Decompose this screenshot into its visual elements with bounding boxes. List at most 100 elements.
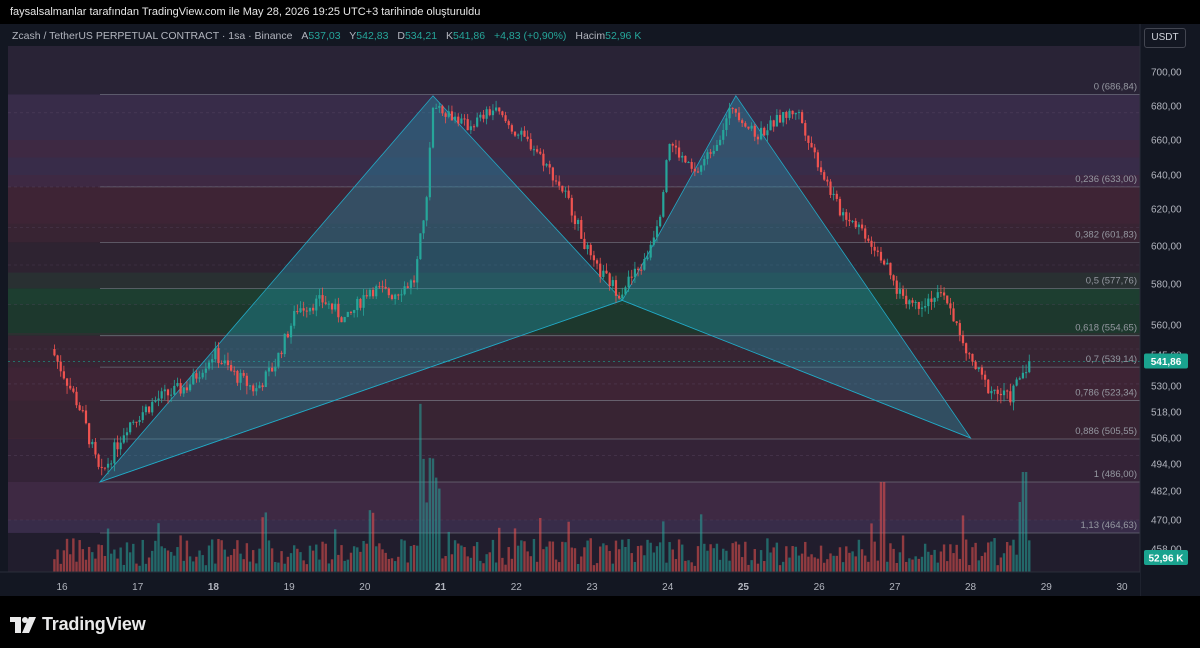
- candle-body: [1002, 390, 1006, 396]
- candle-body: [842, 212, 845, 216]
- snapshot-note: faysalsalmanlar tarafından TradingView.c…: [10, 6, 481, 18]
- candle-body: [472, 126, 476, 128]
- volume-bar: [740, 557, 744, 572]
- candle-body: [898, 289, 902, 294]
- candle-body: [91, 441, 94, 445]
- volume-bar: [889, 543, 892, 572]
- candle-body: [589, 244, 592, 256]
- volume-bar: [453, 540, 457, 572]
- candle-body: [494, 107, 498, 111]
- volume-bar: [715, 543, 719, 572]
- fib-band-1: [8, 186, 1140, 243]
- volume-bar: [781, 561, 785, 572]
- time-tick-7: 23: [586, 582, 598, 593]
- open-label: A: [301, 30, 309, 42]
- fib-label-2: 0,382 (601,83): [1075, 230, 1137, 241]
- price-axis[interactable]: 700,00 680,00 660,00 640,00 620,00 600,00 580,…: [1139, 24, 1200, 596]
- candle-body: [132, 421, 135, 423]
- candle-body: [151, 401, 154, 413]
- candle-body: [993, 389, 996, 391]
- candle-body: [845, 212, 848, 220]
- volume-bar: [441, 558, 444, 572]
- time-axis[interactable]: 16 17 18 19 20 21 22 23 24 25 26 27 28 29 30: [0, 571, 1140, 596]
- candle-body: [450, 111, 454, 121]
- candle-body: [1015, 379, 1018, 386]
- volume-bar: [356, 547, 359, 572]
- time-tick-13: 29: [1041, 582, 1053, 593]
- volume-bar: [990, 541, 993, 572]
- volume-bar: [658, 542, 662, 572]
- candle-body: [280, 352, 283, 355]
- volume-bar: [892, 548, 895, 572]
- candle-body: [958, 323, 961, 336]
- volume-bar: [542, 549, 545, 572]
- candle-body: [700, 165, 703, 172]
- volume-bar: [520, 540, 523, 572]
- price-tick-13: 482,00: [1151, 487, 1182, 498]
- chart-frame[interactable]: 0 (686,84) 0,236 (633,00) 0,382 (601,83) 0,…: [0, 24, 1200, 596]
- volume-bar: [539, 517, 542, 572]
- candle-body: [498, 107, 501, 112]
- candle-body: [113, 442, 116, 464]
- candle-body: [662, 192, 665, 217]
- tradingview-logo[interactable]: TradingView: [10, 614, 146, 635]
- volume-bar: [352, 546, 356, 572]
- symbol-title[interactable]: Zcash / TetherUS PERPETUAL CONTRACT · 1s…: [12, 30, 293, 42]
- volume-bar: [425, 502, 428, 572]
- candle-body: [305, 310, 308, 312]
- candle-body: [816, 152, 819, 168]
- volume-bar: [930, 554, 933, 572]
- volume-bar: [873, 541, 876, 572]
- volume-bar: [475, 542, 479, 572]
- volume-bar: [321, 541, 324, 572]
- candle-body: [271, 367, 274, 372]
- time-tick-3: 19: [284, 582, 296, 593]
- currency-button[interactable]: USDT: [1144, 28, 1186, 48]
- volume-bar: [368, 510, 372, 572]
- volume-bar: [731, 543, 734, 572]
- volume-bar: [952, 553, 955, 572]
- candle-body: [968, 353, 971, 355]
- volume-bar: [188, 556, 192, 572]
- footer: TradingView: [0, 596, 1200, 648]
- volume-bar: [349, 552, 353, 572]
- volume-bar: [845, 546, 848, 572]
- candle-body: [722, 129, 725, 140]
- candle-body: [188, 384, 192, 391]
- volume-bar: [545, 546, 548, 572]
- volume-bar: [195, 556, 198, 572]
- candle-body: [681, 155, 684, 158]
- volume-bar: [1005, 542, 1009, 572]
- volume-bar: [340, 545, 343, 572]
- candle-body: [510, 125, 513, 132]
- high-label: Y: [349, 30, 357, 42]
- candle-body: [324, 302, 327, 304]
- harmonic-pattern[interactable]: [98, 95, 972, 483]
- candle-body: [876, 250, 879, 252]
- chart-canvas[interactable]: 0 (686,84) 0,236 (633,00) 0,382 (601,83) 0,…: [0, 24, 1200, 596]
- time-tick-4: 20: [359, 582, 371, 593]
- volume-bar: [110, 553, 113, 572]
- volume-bar: [605, 545, 608, 572]
- volume-bar: [305, 564, 309, 572]
- price-tick-9: 530,00: [1151, 382, 1182, 393]
- price-tick-5: 600,00: [1151, 242, 1182, 253]
- volume-bar: [551, 541, 555, 572]
- low-label: D: [397, 30, 405, 42]
- candle-body: [561, 185, 564, 192]
- volume-bar: [466, 556, 469, 572]
- candle-body: [624, 287, 627, 295]
- volume-bar: [274, 561, 277, 572]
- candle-body: [1012, 385, 1015, 403]
- candle-body: [88, 423, 91, 445]
- volume-badge: 52,96 K: [1148, 554, 1184, 565]
- candle-body: [797, 112, 801, 114]
- fib-labels: 0 (686,84) 0,236 (633,00) 0,382 (601,83) 0,…: [1075, 81, 1137, 531]
- volume-bar: [819, 545, 823, 572]
- fib-label-4: 0,618 (554,65): [1075, 323, 1137, 334]
- candle-body: [854, 220, 857, 228]
- volume-bar: [236, 540, 239, 572]
- candle-body: [416, 259, 419, 283]
- volume-bar: [810, 554, 813, 572]
- candle-body: [110, 463, 113, 465]
